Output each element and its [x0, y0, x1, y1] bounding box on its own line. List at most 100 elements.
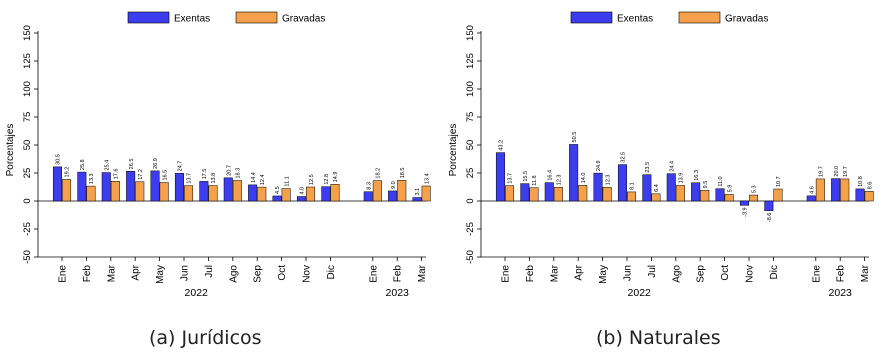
bar-value-label: 26.5 [129, 159, 135, 170]
bar [749, 194, 759, 202]
x-tick-label: May [598, 265, 609, 284]
legend-label: Gravadas [282, 14, 325, 25]
y-tick-label: 50 [465, 140, 476, 151]
y-tick-label: -25 [465, 222, 476, 236]
bar-value-label: 6.4 [654, 184, 660, 192]
bar-value-label: 4.6 [809, 186, 815, 194]
x-tick-label: Ene [368, 265, 379, 283]
bar [675, 185, 685, 202]
bar-value-label: 18.3 [236, 168, 242, 179]
bar-value-label: 30.5 [56, 154, 62, 165]
bar [505, 185, 515, 202]
bar-value-label: 11.8 [532, 175, 538, 185]
bar-value-label: 8.1 [630, 182, 636, 190]
bar [77, 171, 87, 202]
bar [208, 185, 218, 202]
bar-value-label: 13.4 [424, 173, 430, 184]
bar-value-label: 24.9 [596, 160, 602, 171]
bar [62, 179, 72, 202]
bar-value-label: 4.5 [275, 186, 281, 194]
bar-value-label: 19.2 [65, 167, 71, 178]
legend-swatch [678, 11, 721, 24]
bar [306, 186, 316, 202]
bar-value-label: 4.0 [300, 187, 306, 195]
legend-label: Exentas [174, 14, 210, 25]
bar-value-label: 13.7 [187, 173, 193, 184]
bar [815, 178, 825, 202]
bar-value-label: 8.3 [366, 182, 372, 190]
bar [135, 181, 145, 202]
chart-naturales: Exentas Gravadas -50 -25 0 25 50 75 100 125 150 Por… [448, 11, 874, 299]
bar [520, 183, 530, 202]
bar-value-label: 12.3 [557, 175, 563, 186]
bar [840, 178, 850, 202]
bar-value-label: 24.7 [178, 161, 184, 172]
legend-swatch [570, 11, 613, 24]
bar [700, 190, 710, 202]
x-tick-label: Jun [180, 265, 191, 281]
bar-value-label: 43.2 [499, 140, 505, 151]
y-axis-label: Porcentajes [448, 124, 459, 177]
x-tick-label: Jul [647, 265, 658, 278]
bar-value-label: 25.8 [80, 159, 86, 170]
x-tick-label: Jul [204, 265, 215, 278]
bar-value-label: 13.8 [211, 173, 217, 184]
bar-value-label: 17.2 [138, 169, 144, 180]
bar-value-label: 18.5 [400, 168, 406, 179]
bar-value-label: 19.7 [843, 166, 849, 177]
bar-value-label: 12.8 [324, 174, 330, 185]
x-tick-label: Mar [106, 264, 117, 282]
legend-label: Exentas [617, 14, 653, 25]
bar [855, 188, 865, 202]
bar-value-label: 26.9 [153, 158, 159, 169]
x-tick-label: Feb [525, 265, 536, 283]
bar-value-label: 13.7 [508, 173, 514, 184]
legend-label: Gravadas [725, 14, 768, 25]
bar [569, 144, 579, 202]
bar [101, 172, 111, 202]
bar [831, 178, 841, 202]
bar-value-label: 32.5 [621, 152, 627, 163]
x-tick-label: Feb [836, 265, 847, 283]
bar [397, 180, 407, 202]
x-tick-label: Mar [549, 264, 560, 282]
x-tick-label: Feb [393, 265, 404, 283]
bar-value-label: 10.7 [776, 176, 782, 187]
x-tick-label: Apr [574, 264, 585, 280]
bar-value-label: 14.9 [333, 172, 339, 183]
bar [593, 172, 603, 202]
bar-value-label: 16.5 [162, 170, 168, 181]
bar [529, 187, 539, 202]
bar [184, 185, 194, 202]
y-tick-label: 75 [22, 112, 33, 123]
bar [642, 174, 652, 202]
bar [272, 195, 282, 202]
x-tick-label: Ene [811, 265, 822, 283]
bar-value-label: -3.9 [743, 207, 749, 216]
bar [627, 191, 637, 202]
bar [412, 197, 422, 202]
y-tick-label: 50 [22, 140, 33, 151]
bar-value-label: 23.5 [645, 162, 651, 173]
y-tick-label: 100 [22, 81, 33, 97]
y-tick-label: 150 [22, 25, 33, 41]
y-tick-label: -50 [22, 250, 33, 264]
bar [281, 188, 291, 202]
y-tick-label: 125 [465, 53, 476, 69]
bar [232, 180, 242, 202]
bar-value-label: 18.2 [376, 168, 382, 179]
bar [864, 191, 874, 202]
bar-value-label: 16.4 [547, 170, 553, 181]
bar [257, 186, 267, 202]
legend-swatch [127, 11, 170, 24]
x-tick-label: Feb [82, 265, 93, 283]
bar [764, 200, 774, 211]
bar-value-label: 17.5 [202, 169, 208, 180]
bar [724, 194, 734, 202]
bar [330, 184, 340, 202]
bar-value-label: 9.5 [703, 181, 709, 189]
bar [666, 173, 676, 202]
bar [363, 191, 373, 202]
y-tick-label: -50 [465, 250, 476, 264]
bar [150, 170, 160, 202]
